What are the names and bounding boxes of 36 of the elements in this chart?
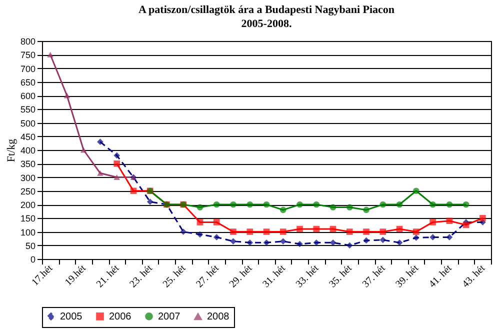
y-tick-label: 450: [20, 132, 36, 142]
y-tick-label: 200: [20, 200, 36, 210]
y-tick-label: 600: [20, 91, 36, 101]
y-tick-label: 750: [20, 50, 36, 60]
x-tick-label: 33. hét: [294, 262, 322, 290]
x-tick-label: 37. hét: [360, 262, 388, 290]
x-tick-label: 41. hét: [427, 262, 454, 290]
y-tick-label: 0: [30, 254, 36, 264]
y-tick-label: 350: [20, 159, 36, 170]
legend-label: 2007: [158, 311, 181, 322]
y-tick-label: 100: [20, 227, 36, 238]
y-tick-label: 800: [20, 36, 36, 46]
y-tick-label: 550: [20, 104, 36, 115]
y-tick-label: 250: [20, 186, 36, 196]
legend-label: 2008: [207, 312, 230, 323]
y-tick-label: 700: [20, 64, 36, 74]
x-tick-label: 21. hét: [94, 262, 122, 290]
y-tick-label: 650: [20, 77, 36, 88]
y-tick-label: 300: [20, 172, 36, 183]
y-axis-title: Ft/kg: [5, 138, 18, 162]
y-tick-label: 500: [20, 118, 36, 128]
y-tick-label: 50: [25, 240, 36, 251]
legend-label: 2006: [109, 311, 132, 322]
x-tick-label: 23. hét: [128, 262, 155, 290]
x-tick-label: 29. hét: [228, 262, 255, 290]
legend-label: 2005: [60, 311, 83, 322]
y-tick-label: 400: [20, 146, 36, 156]
x-tick-label: 31. hét: [260, 262, 288, 290]
x-tick-label: 39. hét: [394, 262, 422, 290]
x-tick-label: 35. hét: [327, 262, 355, 290]
chart-title: A patiszon/csillagtök ára a Budapesti Nagybani Piacon: [138, 4, 395, 16]
x-tick-label: 27. hét: [194, 262, 222, 290]
chart-subtitle: 2005-2008.: [241, 18, 292, 30]
x-tick-label: 25. hét: [161, 262, 188, 290]
y-tick-label: 150: [20, 214, 36, 224]
x-tick-label: 43. hét: [460, 262, 488, 290]
